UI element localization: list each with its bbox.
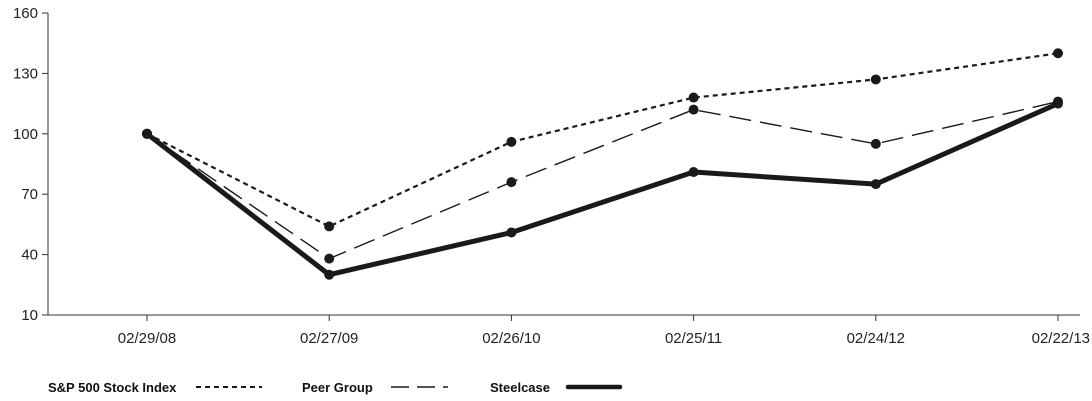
data-point	[688, 167, 699, 178]
legend-label-1: Peer Group	[302, 380, 373, 395]
series-lines	[142, 48, 1063, 280]
y-tick-label: 130	[13, 65, 38, 82]
chart-legend: S&P 500 Stock Index Peer Group Steelcase	[48, 380, 623, 395]
x-tick-label: 02/27/09	[300, 330, 358, 347]
data-point	[324, 221, 335, 232]
data-point	[506, 227, 517, 238]
y-axis-tick-labels: 10 40 70 100 130 160	[13, 5, 38, 324]
data-point	[870, 74, 881, 85]
data-point	[870, 179, 881, 190]
data-point	[142, 128, 152, 139]
legend-label-0: S&P 500 Stock Index	[48, 380, 177, 395]
chart-axes	[42, 12, 1080, 321]
data-point	[324, 253, 335, 264]
x-tick-label: 02/24/12	[847, 330, 905, 347]
data-point	[324, 269, 335, 280]
data-point	[506, 136, 517, 147]
data-point	[688, 104, 699, 115]
y-tick-label: 40	[21, 247, 38, 264]
y-tick-label: 70	[21, 186, 38, 203]
data-point	[688, 92, 699, 103]
data-point	[1053, 98, 1063, 109]
legend-label-2: Steelcase	[490, 380, 550, 395]
x-tick-label: 02/29/08	[118, 330, 176, 347]
x-tick-label: 02/22/13	[1032, 330, 1090, 347]
data-point	[870, 138, 881, 149]
y-tick-label: 100	[13, 126, 38, 143]
y-tick-label: 10	[21, 307, 38, 324]
data-point	[506, 177, 517, 188]
x-tick-label: 02/25/11	[665, 330, 722, 347]
y-tick-label: 160	[13, 5, 38, 22]
data-point	[1053, 48, 1063, 59]
series-line-1	[146, 100, 1059, 260]
series-line-0	[146, 52, 1059, 228]
series-line-2	[145, 101, 1060, 278]
x-axis-tick-labels: 02/29/08 02/27/09 02/26/10 02/25/11 02/24/12…	[118, 330, 1090, 347]
x-tick-label: 02/26/10	[482, 330, 540, 347]
